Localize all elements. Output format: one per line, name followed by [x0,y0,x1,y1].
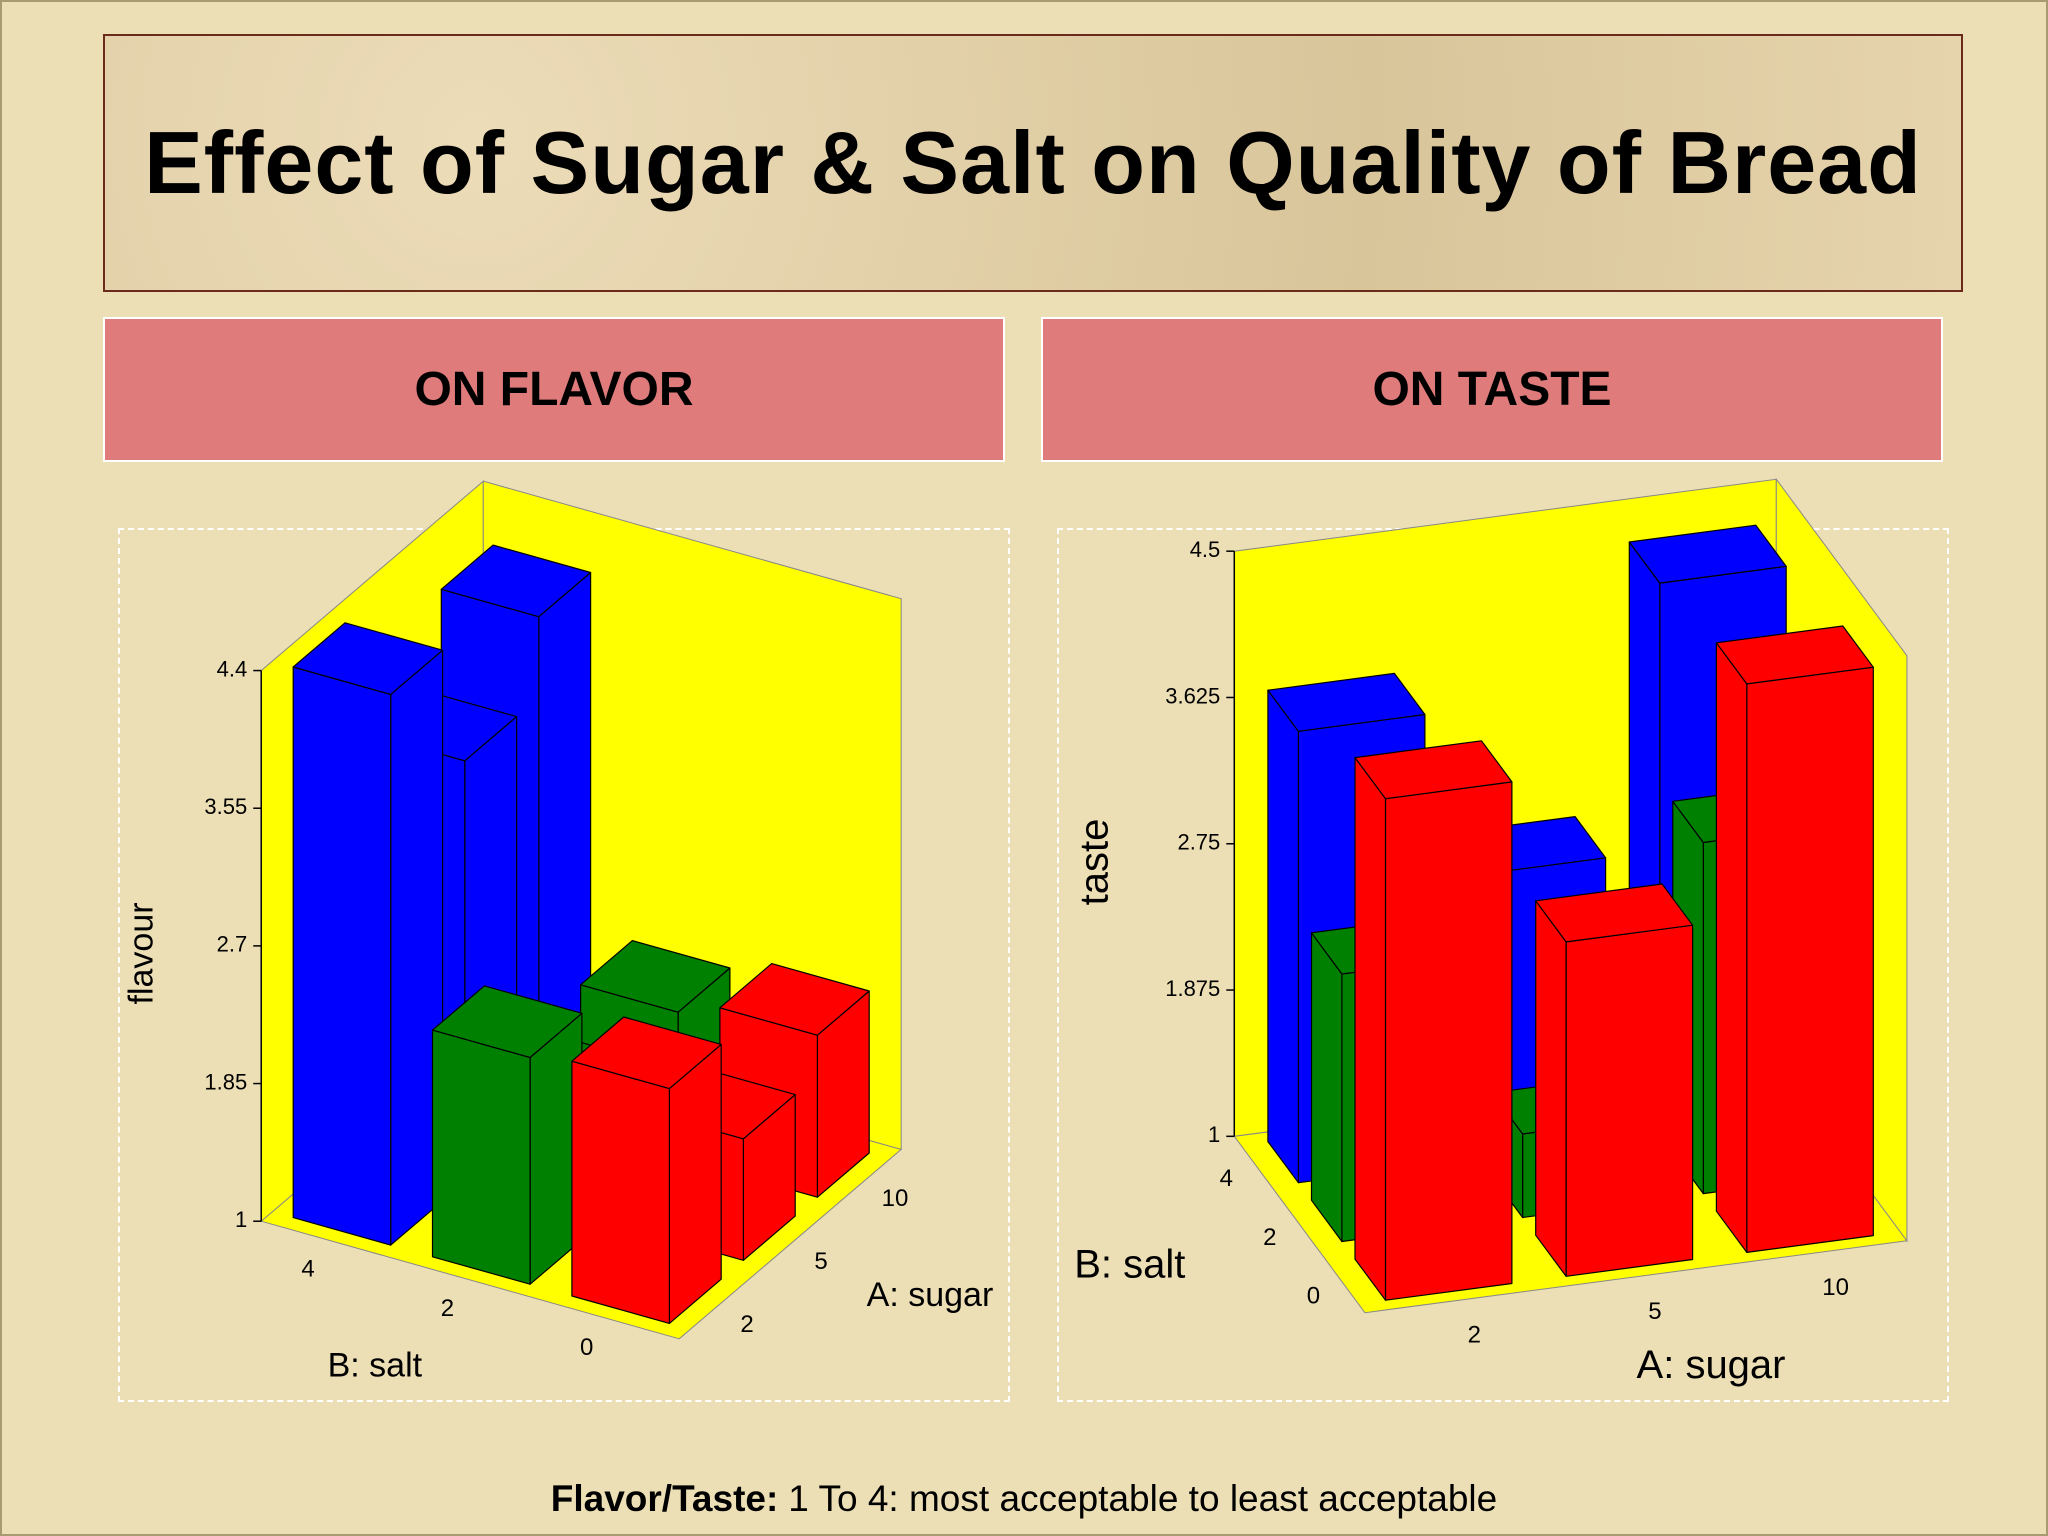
bar-face [292,666,392,1246]
y-axis-title: B: salt [1074,1243,1185,1287]
bar-face [1267,689,1300,1184]
z-tick-label: 1.875 [1165,976,1220,1001]
bar-face [1354,756,1387,1301]
bar-face [1565,924,1694,1277]
z-axis-title: flavour [123,902,161,1004]
bar-top [1628,524,1787,584]
bar-face [668,1043,722,1325]
panel-header: ON TASTE [1041,317,1943,462]
bar-top [719,962,870,1036]
sugar-tick-label: 10 [882,1185,909,1212]
z-tick-label: 4.5 [1190,537,1221,562]
sugar-tick-label: 2 [1468,1322,1481,1349]
z-tick-label: 2.7 [217,932,248,957]
bar [431,985,583,1285]
z-tick-label: 3.625 [1165,683,1220,708]
bar-top [1354,740,1513,800]
bar-face [1384,781,1513,1301]
footnote: Flavor/Taste: 1 To 4: most acceptable to … [0,1478,2048,1520]
slide-title: Effect of Sugar & Salt on Quality of Bre… [144,113,1922,212]
bar-top [431,985,583,1059]
z-tick-label: 1.85 [204,1069,247,1094]
salt-tick-label: 0 [580,1334,593,1361]
sugar-tick-label: 5 [814,1248,827,1275]
bar [292,622,444,1246]
salt-tick-label: 2 [441,1295,454,1322]
panel-header: ON FLAVOR [103,317,1005,462]
z-tick-label: 4.4 [217,656,248,681]
y-axis-title: B: salt [328,1346,423,1384]
bar-face [1535,900,1567,1277]
sugar-tick-label: 10 [1822,1274,1849,1301]
salt-tick-label: 4 [301,1256,314,1283]
z-axis-title: taste [1073,819,1117,906]
footnote-text: 1 To 4: most acceptable to least accepta… [788,1478,1498,1519]
bar-top [292,622,444,696]
z-tick-label: 2.75 [1177,830,1220,855]
title-box: Effect of Sugar & Salt on Quality of Bre… [103,34,1963,292]
x-axis-title: A: sugar [867,1276,994,1314]
bar-face [1715,642,1748,1254]
bar-top [1535,883,1694,943]
salt-tick-label: 4 [1220,1165,1233,1192]
bar-face [431,1029,531,1285]
x-axis-title: A: sugar [1637,1343,1786,1387]
bar-top [579,939,731,1013]
bar-top [571,1016,722,1090]
footnote-label: Flavor/Taste: [550,1478,779,1519]
bar-face [571,1060,671,1325]
z-tick-label: 1 [1208,1122,1220,1147]
bar-face [1746,666,1874,1254]
bar [1715,625,1874,1254]
sugar-tick-label: 5 [1648,1298,1661,1325]
z-tick-label: 1 [235,1207,247,1232]
bar [1354,740,1513,1301]
z-tick-label: 3.55 [204,794,247,819]
bar [1535,883,1694,1277]
bar-top [1715,625,1874,685]
salt-tick-label: 2 [1263,1224,1276,1251]
bar-top [1267,672,1426,732]
bar [571,1016,722,1325]
bar-top [440,544,592,618]
sugar-tick-label: 2 [740,1311,753,1338]
salt-tick-label: 0 [1307,1283,1320,1310]
bar-face [1310,932,1343,1243]
